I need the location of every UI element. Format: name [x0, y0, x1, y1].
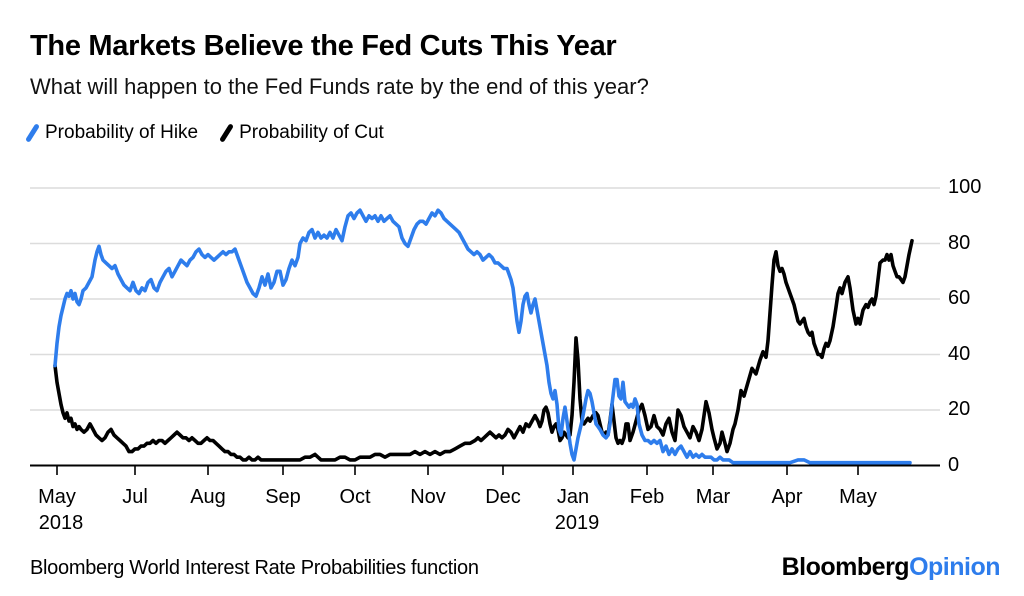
x-axis-month-label: Feb — [629, 486, 665, 508]
x-axis-month-label: Jul — [122, 486, 148, 508]
x-axis-year-label: 2018 — [38, 512, 84, 534]
chart-subtitle: What will happen to the Fed Funds rate b… — [30, 74, 649, 99]
legend-item-cut: Probability of Cut — [219, 122, 384, 144]
logo-opinion: Opinion — [909, 553, 1000, 581]
legend-label: Probability of Cut — [239, 122, 384, 143]
bloomberg-opinion-logo: BloombergOpinion — [781, 553, 1001, 582]
chart-title: The Markets Believe the Fed Cuts This Ye… — [30, 30, 617, 62]
legend: Probability of Hike Probability of Cut — [25, 122, 384, 144]
y-axis-label: 80 — [948, 231, 971, 254]
y-axis-label: 100 — [948, 176, 982, 198]
logo-bloomberg: Bloomberg — [781, 553, 910, 581]
x-axis-month-label: Sep — [265, 486, 301, 508]
x-axis-month-label: Jan — [556, 486, 590, 508]
legend-item-hike: Probability of Hike — [25, 122, 199, 144]
y-axis-label: 20 — [948, 398, 971, 420]
x-axis-month-label: Mar — [695, 486, 731, 508]
x-axis-month-label: May — [38, 486, 76, 508]
y-axis-label: 0 — [948, 453, 960, 476]
x-axis-month-label: Dec — [485, 486, 521, 508]
x-axis-month-label: Apr — [771, 486, 803, 508]
x-axis-month-label: Nov — [410, 486, 446, 508]
x-axis-month-label: Oct — [339, 486, 371, 508]
y-axis-label: 40 — [948, 342, 971, 365]
y-axis-label: 60 — [948, 287, 971, 309]
x-axis-month-label: Aug — [190, 486, 226, 508]
source-note: Bloomberg World Interest Rate Probabilit… — [30, 557, 479, 579]
hike-line — [53, 208, 912, 465]
cut-line — [53, 238, 914, 462]
x-axis-year-label: 2019 — [554, 512, 600, 534]
legend-label: Probability of Hike — [45, 122, 199, 143]
x-axis-month-label: May — [839, 486, 877, 508]
